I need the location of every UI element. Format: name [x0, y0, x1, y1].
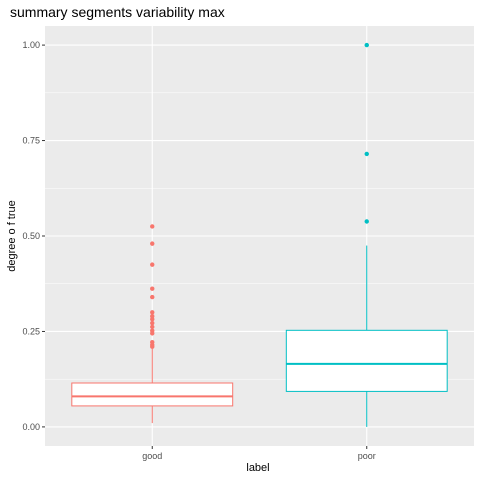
- y-tick-label: 0.00: [22, 422, 40, 432]
- outlier-point: [364, 42, 369, 48]
- x-axis-label: label: [246, 462, 269, 474]
- outlier-point: [150, 313, 155, 319]
- outlier-point: [150, 324, 155, 330]
- box-iqr: [71, 382, 234, 407]
- outlier-point: [364, 151, 369, 157]
- outlier-point: [150, 320, 155, 326]
- outlier-point: [150, 317, 155, 322]
- outlier-point: [150, 294, 155, 300]
- y-axis-label: degree o f true: [6, 200, 18, 272]
- outlier-point: [364, 219, 369, 224]
- y-tick-label: 0.25: [22, 326, 40, 336]
- box-good: [71, 224, 234, 424]
- outlier-point: [150, 241, 155, 246]
- box-iqr: [285, 329, 448, 392]
- box-poor: [285, 42, 448, 427]
- y-tick-label: 0.75: [22, 136, 40, 146]
- plot-layer: 0.00 0.25 0.50 0.75 1.00 good poor: [22, 26, 474, 461]
- outlier-point: [150, 344, 155, 349]
- outlier-point: [150, 286, 155, 291]
- outlier-point: [150, 224, 155, 229]
- x-tick-label-good: good: [142, 451, 162, 461]
- outlier-point: [150, 262, 155, 267]
- y-tick-label: 0.50: [22, 231, 40, 241]
- outlier-point: [150, 331, 155, 336]
- chart-title: summary segments variability max: [10, 4, 225, 20]
- y-tick-label: 1.00: [22, 40, 40, 50]
- x-tick-label-poor: poor: [358, 451, 376, 461]
- outlier-point: [150, 310, 155, 315]
